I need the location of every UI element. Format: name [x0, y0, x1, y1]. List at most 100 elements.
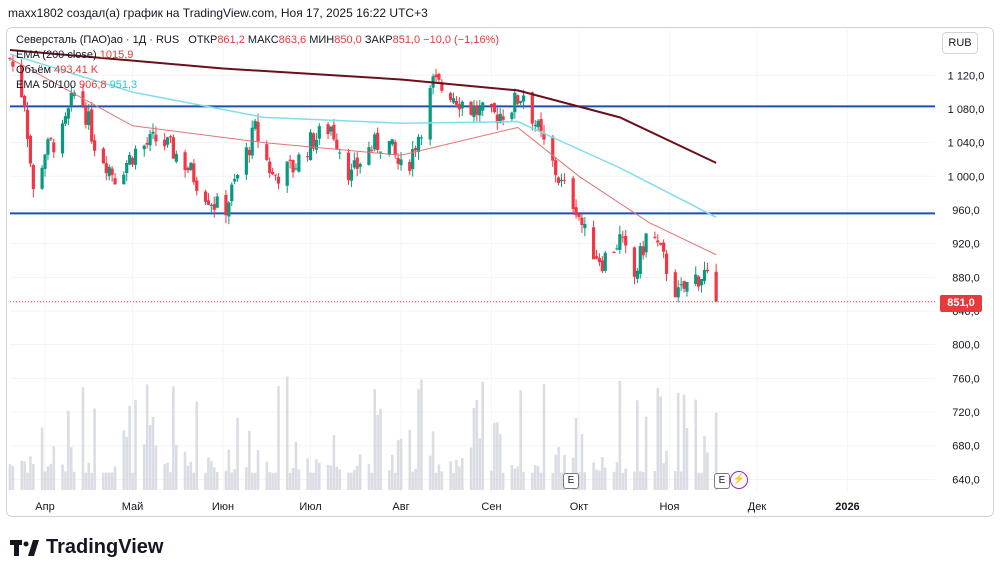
- candle-body: [603, 252, 607, 271]
- volume-bar: [367, 463, 371, 490]
- volume-bar: [510, 464, 514, 490]
- volume-bar: [676, 392, 680, 490]
- candle-body: [370, 149, 374, 151]
- candle-body: [133, 148, 138, 165]
- volume-bar: [233, 469, 236, 490]
- earnings-event-icon[interactable]: E: [563, 473, 579, 489]
- volume-bar: [434, 472, 438, 490]
- volume-bar: [236, 417, 239, 490]
- ema200-label: EMA (200 close): [16, 49, 97, 61]
- x-tick-label: Сен: [481, 501, 501, 513]
- volume-bar: [496, 422, 499, 490]
- volume-bar: [312, 472, 315, 490]
- volume-bar: [390, 455, 394, 490]
- candle-body: [533, 124, 537, 127]
- volume-bar: [472, 407, 476, 490]
- candle-body: [125, 162, 129, 174]
- volume-bar: [414, 468, 417, 490]
- x-tick-label: Апр: [35, 501, 54, 513]
- volume-bar: [64, 471, 67, 490]
- y-tick-label: 760,0: [952, 373, 980, 385]
- volume-bar: [458, 466, 461, 490]
- volume-bar: [513, 468, 517, 490]
- x-tick-label: Июл: [299, 501, 321, 513]
- candle-body: [413, 147, 418, 151]
- brand-name: TradingView: [46, 536, 164, 558]
- low-value: 850,0: [334, 34, 362, 46]
- candle-body: [311, 133, 316, 149]
- volume-bar: [253, 472, 257, 490]
- candle-body: [122, 174, 126, 185]
- volume-bar: [431, 431, 435, 490]
- volume-bar: [542, 384, 546, 490]
- candle-body: [63, 116, 68, 124]
- volume-bar: [694, 399, 698, 490]
- volume-bar: [379, 408, 382, 490]
- candle-body: [530, 92, 534, 124]
- volume-bar: [563, 454, 566, 490]
- volume-bar: [533, 465, 537, 490]
- legend-ema50100-row[interactable]: EMA 50/100 906,8 951,3: [16, 78, 499, 93]
- volume-bar: [163, 464, 166, 490]
- dividend-event-icon[interactable]: ⚡: [730, 471, 748, 489]
- volume-bar: [186, 465, 190, 490]
- candle-body: [233, 178, 237, 182]
- candle-body: [291, 160, 295, 173]
- currency-button[interactable]: RUB: [942, 32, 978, 54]
- x-tick-label: Июн: [212, 501, 234, 513]
- candle-body: [591, 227, 596, 260]
- volume-bar: [67, 410, 70, 490]
- tradingview-logo[interactable]: TradingView: [10, 536, 163, 559]
- volume-bar: [557, 446, 560, 490]
- candle-body: [612, 252, 616, 254]
- volume-bar: [583, 472, 587, 490]
- volume-bar: [580, 434, 584, 490]
- x-tick-label: Ноя: [659, 501, 679, 513]
- volume-value: 493,41 K: [54, 64, 99, 76]
- candle-body: [168, 136, 173, 138]
- candle-body: [297, 154, 301, 172]
- candle-body: [332, 124, 336, 140]
- volume-bar: [440, 471, 444, 490]
- open-value: 861,2: [217, 34, 245, 46]
- volume-bar: [250, 472, 254, 490]
- candle-body: [662, 242, 666, 252]
- volume-bar: [23, 461, 26, 490]
- volume-bar: [288, 472, 292, 490]
- candle-body: [163, 139, 167, 147]
- legend-volume-row[interactable]: Объём 493,41 K: [16, 63, 499, 78]
- candle-body: [542, 132, 546, 140]
- volume-bar: [560, 472, 563, 490]
- y-tick-label: 1 040,0: [948, 138, 985, 150]
- candle-body: [145, 142, 149, 145]
- volume-bar: [659, 396, 663, 490]
- volume-bar: [142, 444, 146, 490]
- candle-body: [621, 236, 625, 238]
- volume-bar: [268, 471, 272, 490]
- legend-ema200-row[interactable]: EMA (200 close) 1015,9: [16, 48, 499, 63]
- candle-body: [209, 204, 213, 206]
- volume-bar: [452, 472, 455, 490]
- y-tick-label: 960,0: [952, 205, 980, 217]
- candle-body: [556, 177, 561, 183]
- candle-body: [673, 272, 677, 298]
- ema50-value: 906,8: [79, 79, 107, 91]
- candle-body: [253, 120, 257, 129]
- candle-body: [489, 104, 494, 106]
- high-value: 863,6: [278, 34, 307, 46]
- earnings-event-icon[interactable]: E: [714, 473, 730, 489]
- y-tick-label: 1 000,0: [948, 171, 985, 183]
- candle-body: [154, 134, 158, 142]
- volume-bar: [183, 451, 187, 490]
- candle-body: [656, 240, 660, 243]
- candle-body: [428, 88, 432, 140]
- volume-bar: [399, 438, 403, 490]
- volume-bar: [656, 387, 660, 490]
- high-label: МАКС: [247, 34, 279, 46]
- volume-bar: [20, 460, 23, 490]
- candle-body: [659, 242, 663, 245]
- symbol-name[interactable]: Северсталь (ПАО)ао · 1Д · RUS: [16, 34, 180, 46]
- volume-bar: [84, 472, 88, 490]
- volume-bar: [172, 386, 175, 490]
- volume-bar: [148, 425, 152, 490]
